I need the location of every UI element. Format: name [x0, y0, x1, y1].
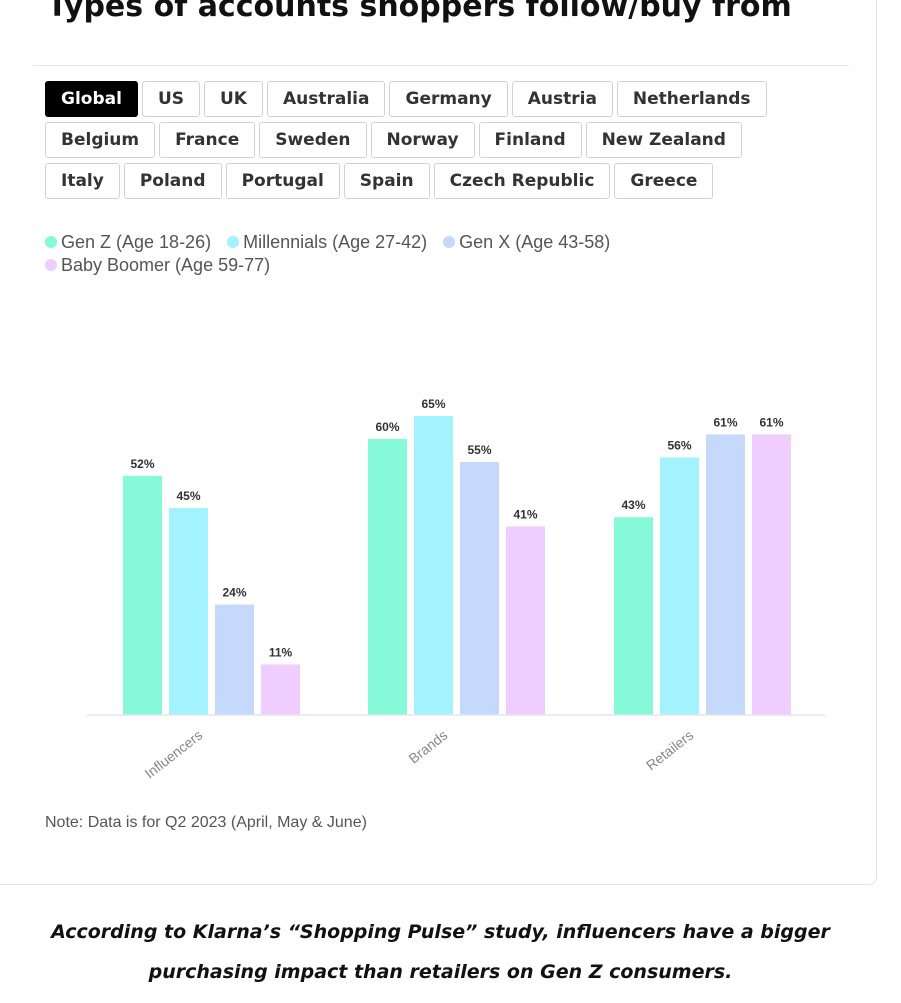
legend-item[interactable]: Gen X (Age 43-58)	[443, 232, 610, 252]
legend-item[interactable]: Gen Z (Age 18-26)	[45, 232, 211, 252]
data-label: 60%	[375, 420, 399, 434]
chart-legend: Gen Z (Age 18-26) Millennials (Age 27-42)…	[45, 232, 665, 275]
tab-austria[interactable]: Austria	[511, 81, 613, 117]
x-tick-label: Influencers	[142, 727, 206, 782]
tab-us[interactable]: US	[141, 81, 200, 117]
bar-retailers	[614, 517, 653, 715]
x-tick-label: Brands	[406, 727, 451, 767]
data-label: 56%	[667, 438, 691, 452]
legend-label: Millennials (Age 27-42)	[243, 231, 428, 252]
bar-retailers	[660, 457, 699, 715]
bar-brands	[414, 416, 453, 715]
legend-label: Baby Boomer (Age 59-77)	[61, 254, 271, 275]
bar-retailers	[752, 434, 791, 715]
data-label: 65%	[421, 397, 445, 411]
figure-caption: According to Klarna’s “Shopping Pulse” s…	[51, 921, 830, 983]
tab-sweden[interactable]: Sweden	[259, 122, 367, 158]
data-label: 45%	[176, 489, 200, 503]
tab-greece[interactable]: Greece	[614, 163, 714, 199]
bar-influencers	[123, 475, 162, 715]
legend-item[interactable]: Millennials (Age 27-42)	[227, 232, 427, 252]
tab-uk[interactable]: UK	[204, 81, 263, 117]
tab-poland[interactable]: Poland	[123, 163, 222, 199]
chart-card: Types of accounts shoppers follow/buy fr…	[0, 0, 877, 885]
bar-influencers	[261, 664, 300, 715]
tab-norway[interactable]: Norway	[370, 122, 475, 158]
data-label: 55%	[467, 443, 491, 457]
chart-title: Types of accounts shoppers follow/buy fr…	[47, 0, 792, 24]
x-tick-label: Retailers	[643, 727, 696, 774]
data-label: 61%	[759, 415, 783, 429]
tab-belgium[interactable]: Belgium	[45, 122, 156, 158]
data-label: 52%	[130, 457, 154, 471]
bar-brands	[368, 439, 407, 715]
tab-portugal[interactable]: Portugal	[225, 163, 340, 199]
data-label: 11%	[269, 645, 293, 659]
tab-new-zealand[interactable]: New Zealand	[585, 122, 742, 158]
country-tabs: Global US UK Australia Germany Austria Netherl…	[45, 81, 805, 199]
bar-brands	[460, 462, 499, 715]
tab-australia[interactable]: Australia	[266, 81, 386, 117]
tab-italy[interactable]: Italy	[45, 163, 120, 199]
data-label: 43%	[621, 498, 645, 512]
bar-chart: 52% 45% 24% 11% Influencers 60% 65% 55% 41% Brand…	[87, 397, 825, 782]
data-label: 41%	[513, 507, 537, 521]
bar-retailers	[706, 434, 745, 715]
data-label: 24%	[222, 586, 246, 600]
title-divider	[33, 65, 849, 66]
tab-global[interactable]: Global	[45, 81, 138, 117]
tab-finland[interactable]: Finland	[478, 122, 582, 158]
bar-brands	[506, 526, 545, 715]
tab-france[interactable]: France	[159, 122, 256, 158]
bar-influencers	[169, 508, 208, 715]
legend-label: Gen X (Age 43-58)	[459, 231, 611, 252]
tab-spain[interactable]: Spain	[343, 163, 430, 199]
bar-influencers	[215, 604, 254, 715]
tab-netherlands[interactable]: Netherlands	[616, 81, 767, 117]
data-note: Note: Data is for Q2 2023 (April, May & …	[45, 814, 367, 831]
legend-swatch	[227, 236, 240, 248]
data-label: 61%	[713, 415, 737, 429]
legend-label: Gen Z (Age 18-26)	[61, 231, 212, 252]
legend-swatch	[45, 236, 57, 248]
tab-czech-republic[interactable]: Czech Republic	[433, 163, 611, 199]
legend-item[interactable]: Baby Boomer (Age 59-77)	[45, 255, 270, 275]
legend-swatch	[443, 236, 456, 248]
tab-germany[interactable]: Germany	[389, 81, 508, 117]
legend-swatch	[45, 259, 57, 271]
